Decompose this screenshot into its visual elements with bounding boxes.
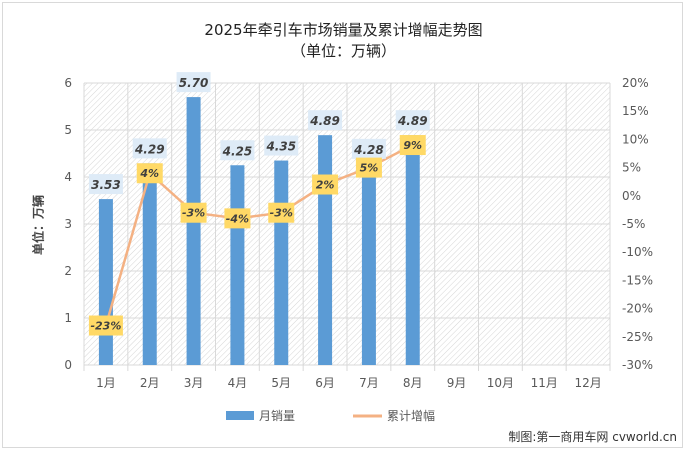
bar — [230, 165, 245, 365]
bar-label-bg — [220, 140, 255, 161]
bar-data-label: 3.53 — [91, 178, 121, 192]
right-tick-label: 15% — [622, 104, 649, 118]
x-tick-label: 5月 — [271, 376, 291, 390]
line-data-label: 2% — [316, 179, 335, 192]
right-tick-label: -15% — [622, 273, 653, 287]
credit-text: 制图:第一商用车网 cvworld.cn — [508, 430, 677, 444]
left-tick-label: 5 — [64, 123, 72, 137]
right-tick-label: 10% — [622, 132, 649, 146]
bar-data-label: 4.89 — [397, 114, 428, 128]
bar-label-bg — [176, 72, 211, 93]
line-label-bg — [399, 135, 426, 156]
x-tick-label: 7月 — [359, 376, 379, 390]
bar — [142, 163, 157, 365]
line-data-label: -4% — [226, 212, 249, 225]
bar-data-label: 4.35 — [265, 140, 296, 154]
bar — [274, 160, 289, 365]
x-tick-label: 6月 — [315, 376, 335, 390]
right-tick-label: 0% — [622, 189, 641, 203]
x-tick-label: 4月 — [228, 376, 248, 390]
right-tick-label: -10% — [622, 245, 653, 259]
bar-data-label: 4.28 — [353, 143, 384, 157]
bar-data-label: 4.29 — [134, 142, 165, 156]
bar — [318, 135, 333, 365]
line-data-label: 5% — [360, 162, 379, 175]
right-tick-label: -25% — [622, 330, 653, 344]
chart-subtitle: （单位：万辆） — [290, 42, 396, 60]
legend-bar-swatch — [226, 411, 254, 420]
chart-title-block: 2025年牵引车市场销量及累计增幅走势图 （单位：万辆） — [0, 20, 687, 62]
x-tick-label: 2月 — [140, 376, 160, 390]
bar — [361, 163, 376, 365]
right-tick-label: 20% — [622, 76, 649, 90]
chart-frame — [2, 2, 683, 448]
right-tick-label: -30% — [622, 358, 653, 372]
legend-line-label: 累计增幅 — [387, 408, 435, 423]
x-tick-label: 8月 — [403, 376, 423, 390]
bar-label-bg — [395, 110, 430, 131]
bar-label-bg — [308, 110, 343, 131]
x-tick-label: 12月 — [574, 376, 601, 390]
bar-label-bg — [132, 138, 167, 159]
bar-label-bg — [88, 174, 123, 195]
x-tick-label: 9月 — [447, 376, 467, 390]
line-label-bg — [88, 315, 123, 336]
x-tick-label: 3月 — [184, 376, 204, 390]
line-data-label: -23% — [90, 320, 121, 333]
line-label-bg — [180, 202, 207, 223]
chart-title: 2025年牵引车市场销量及累计增幅走势图 — [204, 21, 483, 39]
line-label-bg — [268, 202, 295, 223]
bar-data-label: 4.25 — [222, 144, 253, 158]
left-tick-label: 0 — [64, 358, 72, 372]
bar — [98, 199, 113, 365]
right-tick-label: 5% — [622, 161, 641, 175]
x-tick-label: 11月 — [531, 376, 558, 390]
line-label-bg — [312, 174, 339, 195]
left-tick-label: 1 — [64, 311, 72, 325]
legend-bar-label: 月销量 — [259, 409, 295, 423]
line-data-label: 4% — [139, 167, 159, 180]
left-tick-label: 2 — [64, 264, 72, 278]
line-label-bg — [136, 163, 163, 184]
line-data-label: -3% — [182, 207, 205, 220]
left-tick-label: 4 — [64, 170, 72, 184]
line-data-label: -3% — [270, 207, 293, 220]
left-tick-label: 6 — [64, 76, 72, 90]
bar-data-label: 4.89 — [309, 114, 340, 128]
bar-label-bg — [264, 135, 299, 156]
line-data-label: 9% — [403, 139, 422, 152]
bar — [186, 97, 201, 365]
line-label-bg — [355, 157, 382, 178]
line-label-bg — [224, 208, 251, 229]
left-tick-label: 3 — [64, 217, 72, 231]
x-tick-label: 1月 — [96, 376, 116, 390]
bar-data-label: 5.70 — [179, 76, 209, 90]
bar-label-bg — [351, 138, 386, 159]
right-tick-label: -5% — [622, 217, 645, 231]
bar — [405, 135, 420, 365]
x-tick-label: 10月 — [487, 376, 514, 390]
right-tick-label: -20% — [622, 302, 653, 316]
